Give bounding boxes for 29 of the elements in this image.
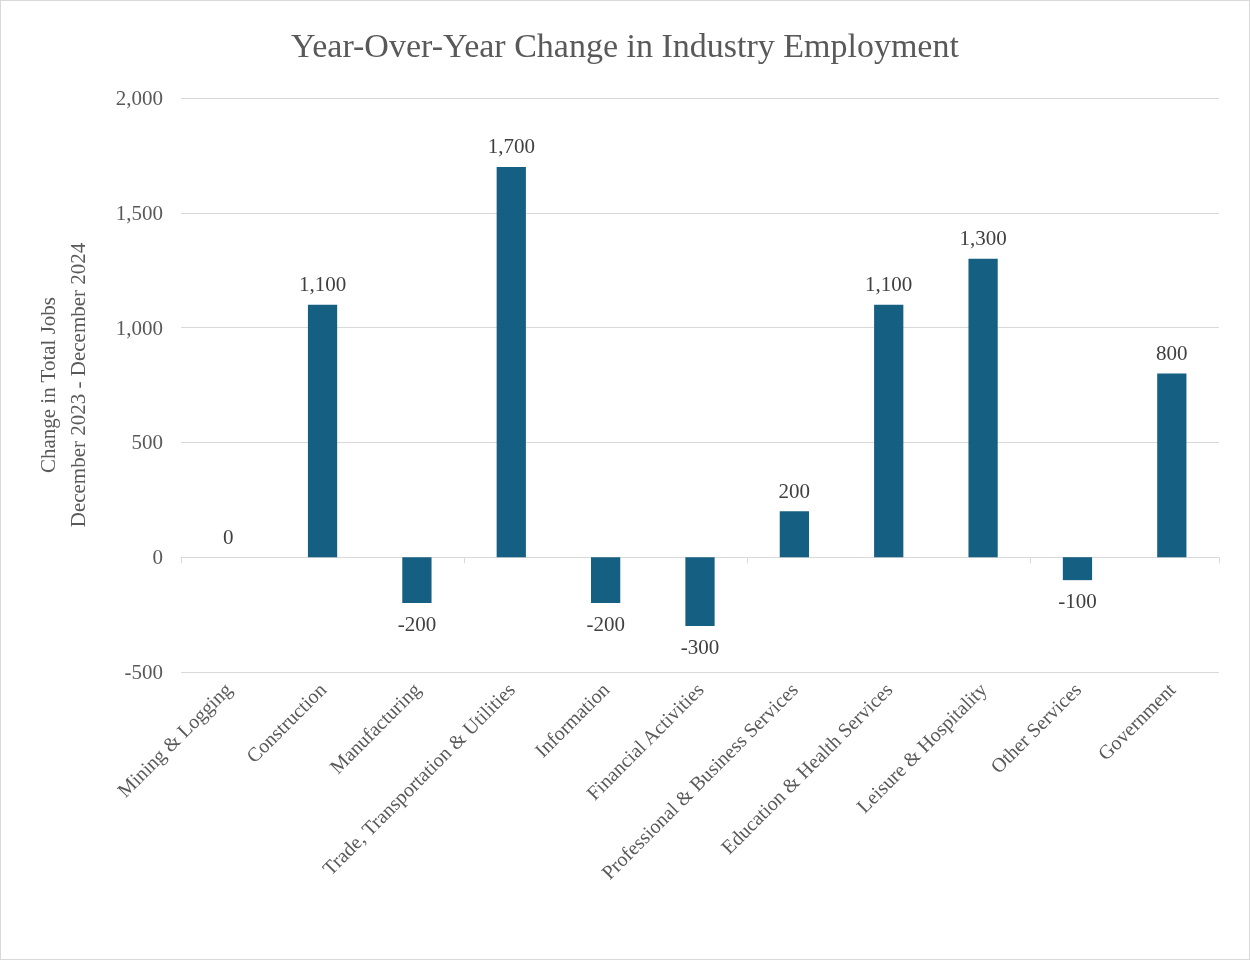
data-label: 1,100 (865, 272, 913, 297)
y-tick-label: -500 (124, 660, 163, 684)
y-tick-label: 2,000 (115, 86, 163, 110)
y-tick-label: 1,500 (115, 200, 163, 225)
bar (307, 304, 338, 558)
data-label: 0 (222, 524, 234, 549)
bar (779, 511, 809, 558)
bar (1062, 557, 1093, 581)
y-tick-label: 1,000 (115, 315, 163, 340)
bar (496, 166, 526, 558)
data-label: 1,100 (298, 272, 347, 297)
data-label: 200 (778, 478, 811, 503)
chart-title: Year-Over-Year Change in Industry Employment (291, 26, 960, 64)
bar (1157, 373, 1187, 558)
data-label: -200 (397, 611, 437, 636)
y-tick-label: 500 (131, 430, 163, 455)
data-label: -300 (680, 634, 720, 659)
bar (685, 557, 715, 627)
bar (874, 304, 904, 558)
y-tick-label: 0 (152, 545, 163, 570)
data-label: -200 (586, 611, 625, 636)
bar (591, 557, 621, 604)
data-label: 1,300 (959, 226, 1007, 251)
bar (402, 557, 432, 604)
data-label: 1,700 (487, 134, 535, 159)
data-label: 800 (1156, 341, 1188, 366)
bar (968, 258, 998, 558)
y-axis-title: Change in Total Jobs December 2023 - December 2024 (36, 242, 90, 528)
data-label: -100 (1058, 588, 1097, 613)
